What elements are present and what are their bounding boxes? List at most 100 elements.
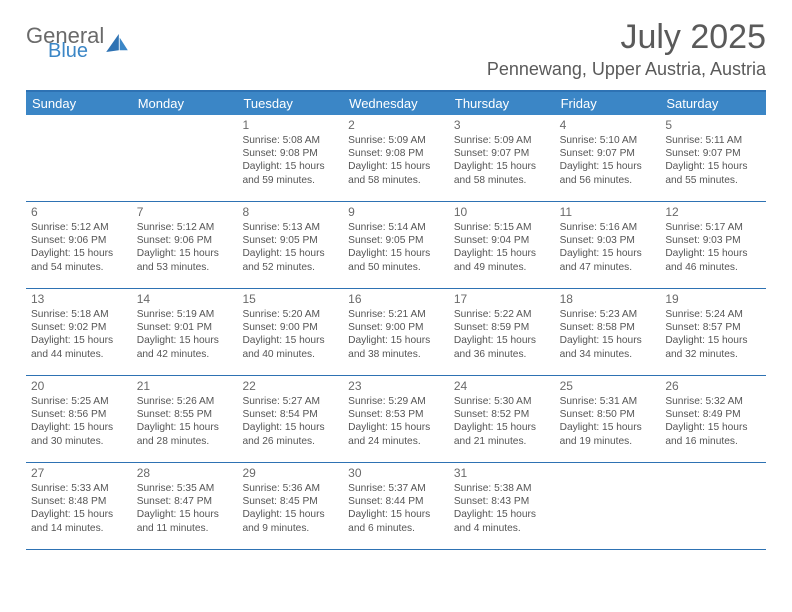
day-number: 3 [454,118,550,133]
day-number: 21 [137,379,233,394]
sunset-line: Sunset: 8:52 PM [454,408,550,421]
calendar-day-cell: 5Sunrise: 5:11 AMSunset: 9:07 PMDaylight… [660,115,766,201]
daylight-line: Daylight: 15 hours and 50 minutes. [348,247,444,273]
sunrise-line: Sunrise: 5:29 AM [348,395,444,408]
sunset-line: Sunset: 8:43 PM [454,495,550,508]
daylight-line: Daylight: 15 hours and 58 minutes. [454,160,550,186]
daylight-line: Daylight: 15 hours and 44 minutes. [31,334,127,360]
sunset-line: Sunset: 9:07 PM [454,147,550,160]
sunset-line: Sunset: 9:08 PM [348,147,444,160]
calendar-day-cell [555,463,661,549]
sunset-line: Sunset: 9:06 PM [137,234,233,247]
day-number: 12 [665,205,761,220]
day-number: 26 [665,379,761,394]
sunrise-line: Sunrise: 5:24 AM [665,308,761,321]
daylight-line: Daylight: 15 hours and 30 minutes. [31,421,127,447]
calendar-day-cell: 3Sunrise: 5:09 AMSunset: 9:07 PMDaylight… [449,115,555,201]
daylight-line: Daylight: 15 hours and 24 minutes. [348,421,444,447]
sunrise-line: Sunrise: 5:12 AM [31,221,127,234]
day-number: 11 [560,205,656,220]
sunset-line: Sunset: 8:48 PM [31,495,127,508]
calendar-week-row: 6Sunrise: 5:12 AMSunset: 9:06 PMDaylight… [26,202,766,289]
daylight-line: Daylight: 15 hours and 52 minutes. [242,247,338,273]
calendar-day-cell [26,115,132,201]
calendar-day-cell: 4Sunrise: 5:10 AMSunset: 9:07 PMDaylight… [555,115,661,201]
sunset-line: Sunset: 9:02 PM [31,321,127,334]
day-number: 31 [454,466,550,481]
sunset-line: Sunset: 9:06 PM [31,234,127,247]
sunset-line: Sunset: 8:54 PM [242,408,338,421]
daylight-line: Daylight: 15 hours and 4 minutes. [454,508,550,534]
calendar-day-cell: 8Sunrise: 5:13 AMSunset: 9:05 PMDaylight… [237,202,343,288]
sunrise-line: Sunrise: 5:23 AM [560,308,656,321]
daylight-line: Daylight: 15 hours and 58 minutes. [348,160,444,186]
calendar-week-row: 20Sunrise: 5:25 AMSunset: 8:56 PMDayligh… [26,376,766,463]
sunrise-line: Sunrise: 5:35 AM [137,482,233,495]
sunset-line: Sunset: 8:44 PM [348,495,444,508]
sunrise-line: Sunrise: 5:16 AM [560,221,656,234]
daylight-line: Daylight: 15 hours and 11 minutes. [137,508,233,534]
calendar-day-cell: 23Sunrise: 5:29 AMSunset: 8:53 PMDayligh… [343,376,449,462]
sunrise-line: Sunrise: 5:22 AM [454,308,550,321]
sunrise-line: Sunrise: 5:27 AM [242,395,338,408]
day-number: 17 [454,292,550,307]
sunset-line: Sunset: 9:00 PM [348,321,444,334]
day-number: 29 [242,466,338,481]
calendar-day-cell: 10Sunrise: 5:15 AMSunset: 9:04 PMDayligh… [449,202,555,288]
daylight-line: Daylight: 15 hours and 36 minutes. [454,334,550,360]
daylight-line: Daylight: 15 hours and 54 minutes. [31,247,127,273]
calendar-day-cell: 25Sunrise: 5:31 AMSunset: 8:50 PMDayligh… [555,376,661,462]
calendar-week-row: 1Sunrise: 5:08 AMSunset: 9:08 PMDaylight… [26,115,766,202]
day-number: 25 [560,379,656,394]
calendar-day-cell: 27Sunrise: 5:33 AMSunset: 8:48 PMDayligh… [26,463,132,549]
sunrise-line: Sunrise: 5:31 AM [560,395,656,408]
sunset-line: Sunset: 8:56 PM [31,408,127,421]
calendar-day-cell: 19Sunrise: 5:24 AMSunset: 8:57 PMDayligh… [660,289,766,375]
day-number: 23 [348,379,444,394]
sunset-line: Sunset: 8:45 PM [242,495,338,508]
weeks-container: 1Sunrise: 5:08 AMSunset: 9:08 PMDaylight… [26,115,766,550]
weekday-header: Tuesday [237,92,343,115]
sunrise-line: Sunrise: 5:36 AM [242,482,338,495]
day-number: 5 [665,118,761,133]
location-label: Pennewang, Upper Austria, Austria [487,59,766,80]
calendar-week-row: 27Sunrise: 5:33 AMSunset: 8:48 PMDayligh… [26,463,766,550]
daylight-line: Daylight: 15 hours and 59 minutes. [242,160,338,186]
daylight-line: Daylight: 15 hours and 34 minutes. [560,334,656,360]
calendar-day-cell [132,115,238,201]
sunrise-line: Sunrise: 5:18 AM [31,308,127,321]
daylight-line: Daylight: 15 hours and 56 minutes. [560,160,656,186]
sunrise-line: Sunrise: 5:26 AM [137,395,233,408]
sunset-line: Sunset: 9:03 PM [665,234,761,247]
logo-triangle-icon [106,34,128,52]
sunset-line: Sunset: 8:53 PM [348,408,444,421]
sunset-line: Sunset: 9:08 PM [242,147,338,160]
sunset-line: Sunset: 9:07 PM [665,147,761,160]
daylight-line: Daylight: 15 hours and 49 minutes. [454,247,550,273]
sunrise-line: Sunrise: 5:14 AM [348,221,444,234]
month-title: July 2025 [487,18,766,57]
sunrise-line: Sunrise: 5:37 AM [348,482,444,495]
sunset-line: Sunset: 8:49 PM [665,408,761,421]
day-number: 18 [560,292,656,307]
daylight-line: Daylight: 15 hours and 14 minutes. [31,508,127,534]
sunrise-line: Sunrise: 5:11 AM [665,134,761,147]
day-number: 7 [137,205,233,220]
calendar-day-cell: 9Sunrise: 5:14 AMSunset: 9:05 PMDaylight… [343,202,449,288]
logo-word-blue: Blue [48,42,104,60]
calendar-page: General Blue July 2025 Pennewang, Upper … [0,0,792,612]
calendar-day-cell: 30Sunrise: 5:37 AMSunset: 8:44 PMDayligh… [343,463,449,549]
day-number: 16 [348,292,444,307]
sunset-line: Sunset: 8:57 PM [665,321,761,334]
calendar-day-cell: 7Sunrise: 5:12 AMSunset: 9:06 PMDaylight… [132,202,238,288]
sunrise-line: Sunrise: 5:25 AM [31,395,127,408]
weekday-header-row: Sunday Monday Tuesday Wednesday Thursday… [26,92,766,115]
sunset-line: Sunset: 9:04 PM [454,234,550,247]
day-number: 15 [242,292,338,307]
sunset-line: Sunset: 9:05 PM [348,234,444,247]
calendar-day-cell: 15Sunrise: 5:20 AMSunset: 9:00 PMDayligh… [237,289,343,375]
calendar-day-cell [660,463,766,549]
sunrise-line: Sunrise: 5:09 AM [348,134,444,147]
daylight-line: Daylight: 15 hours and 47 minutes. [560,247,656,273]
daylight-line: Daylight: 15 hours and 55 minutes. [665,160,761,186]
